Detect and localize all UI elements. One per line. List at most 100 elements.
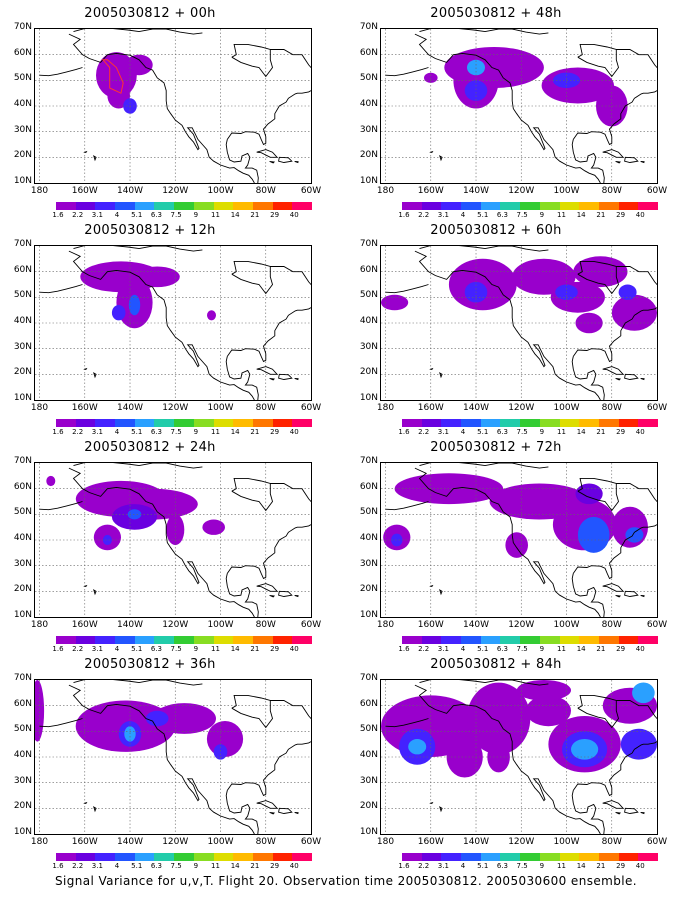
colorbar-label: 29 <box>616 211 626 219</box>
y-tick-label: 50N <box>359 507 378 518</box>
variance-region <box>512 258 576 295</box>
colorbar-label: 6.3 <box>496 645 508 653</box>
variance-region <box>202 519 225 535</box>
colorbar-swatch <box>292 202 312 210</box>
grid-lines <box>35 29 311 183</box>
colorbar-label: 6.3 <box>150 645 162 653</box>
colorbar-swatch <box>292 636 312 644</box>
y-tick-label: 70N <box>13 673 32 683</box>
colorbar-swatch <box>252 202 273 210</box>
y-tick-label: 50N <box>359 290 378 301</box>
y-tick-label: 60N <box>359 698 378 709</box>
variance-region <box>577 516 610 553</box>
variance-region <box>571 739 599 760</box>
grid-lines <box>381 680 657 834</box>
colorbar-swatch <box>579 853 599 861</box>
colorbar-swatch <box>500 419 521 427</box>
colorbar-label: 29 <box>270 211 280 219</box>
colorbar-swatch <box>559 636 580 644</box>
x-tick-label: 80W <box>255 620 276 630</box>
y-tick-label: 30N <box>359 341 378 352</box>
y-tick-label: 70N <box>359 239 378 249</box>
colorbar-swatch <box>539 202 560 210</box>
colorbar-label: 5.1 <box>131 645 143 653</box>
colorbar-label: 21 <box>250 428 260 436</box>
colorbar-label: 7.5 <box>516 645 528 653</box>
x-tick-label: 120W <box>162 186 189 196</box>
grid-lines <box>381 29 657 183</box>
map-panel: 2005030812 + 24h 70N 60N 50N 40N 30N 20N 10N 180… <box>0 440 321 653</box>
colorbar-label: 40 <box>635 211 645 219</box>
colorbar-label: 14 <box>576 428 586 436</box>
colorbar-swatch <box>638 636 658 644</box>
colorbar-label: 3.1 <box>437 428 449 436</box>
colorbar-label: 29 <box>270 645 280 653</box>
y-tick-label: 50N <box>13 724 32 735</box>
coastline <box>385 29 657 183</box>
colorbar-swatch <box>579 636 599 644</box>
colorbar-label: 5.1 <box>131 211 143 219</box>
colorbar-label: 14 <box>576 862 586 870</box>
colorbar-swatch <box>75 853 96 861</box>
y-tick-label: 30N <box>13 341 32 352</box>
x-tick-label: 100W <box>207 620 234 630</box>
colorbar-swatch <box>193 853 214 861</box>
variance-region <box>446 736 483 778</box>
x-tick-label: 60W <box>646 403 668 413</box>
colorbar-swatch <box>95 853 116 861</box>
colorbar-swatch <box>75 636 96 644</box>
panel-title: 2005030812 + 60h <box>430 223 562 238</box>
y-tick-label: 30N <box>359 775 378 786</box>
x-tick-label: 60W <box>646 837 668 847</box>
variance-region <box>464 80 488 101</box>
colorbar-swatch <box>461 853 481 861</box>
grid-lines <box>35 246 311 400</box>
colorbar-label: 4 <box>460 428 466 436</box>
variance-region <box>134 266 180 288</box>
colorbar-label: 29 <box>616 862 626 870</box>
colorbar-label: 2.2 <box>72 645 84 653</box>
colorbar-swatch <box>559 853 580 861</box>
variance-region <box>207 310 216 321</box>
colorbar-swatch <box>500 853 521 861</box>
colorbar-label: 9 <box>539 862 545 870</box>
x-tick-label: 100W <box>553 403 580 413</box>
y-tick-label: 40N <box>359 316 378 326</box>
y-tick-label: 60N <box>359 481 378 492</box>
colorbar-swatch <box>193 202 214 210</box>
colorbar-swatch <box>115 202 135 210</box>
variance-region <box>505 532 528 558</box>
colorbar-label: 11 <box>557 862 566 870</box>
coastline <box>385 246 657 400</box>
colorbar-label: 9 <box>539 645 545 653</box>
colorbar-swatch <box>115 853 135 861</box>
variance-region <box>111 305 126 321</box>
panel-title: 2005030812 + 12h <box>84 223 216 238</box>
y-tick-label: 40N <box>13 750 32 760</box>
colorbar-swatch <box>174 853 194 861</box>
colorbar-swatch <box>461 636 481 644</box>
y-tick-label: 20N <box>359 801 378 812</box>
colorbar-label: 4 <box>460 211 466 219</box>
grid-lines <box>381 246 657 400</box>
x-tick-label: 120W <box>162 620 189 630</box>
colorbar-swatch <box>56 636 76 644</box>
colorbar-swatch <box>421 419 442 427</box>
colorbar-label: 5.1 <box>477 645 489 653</box>
colorbar-label: 21 <box>596 645 606 653</box>
colorbar-label: 11 <box>211 428 220 436</box>
colorbar-swatch <box>638 853 658 861</box>
colorbar-swatch <box>174 636 194 644</box>
x-tick-label: 60W <box>300 620 322 630</box>
y-tick-label: 20N <box>13 150 32 161</box>
colorbar-label: 29 <box>270 862 280 870</box>
x-tick-label: 140W <box>462 403 490 413</box>
colorbar-label: 4 <box>460 862 466 870</box>
map-panel: 2005030812 + 00h 70N 60N 50N 40N 30N 20N 10N 180… <box>0 6 321 219</box>
colorbar-swatch <box>520 636 540 644</box>
x-tick-label: 60W <box>300 403 322 413</box>
variance-region <box>611 294 657 331</box>
colorbar-swatch <box>213 636 234 644</box>
y-tick-label: 10N <box>359 393 378 403</box>
x-tick-label: 180 <box>30 620 49 630</box>
